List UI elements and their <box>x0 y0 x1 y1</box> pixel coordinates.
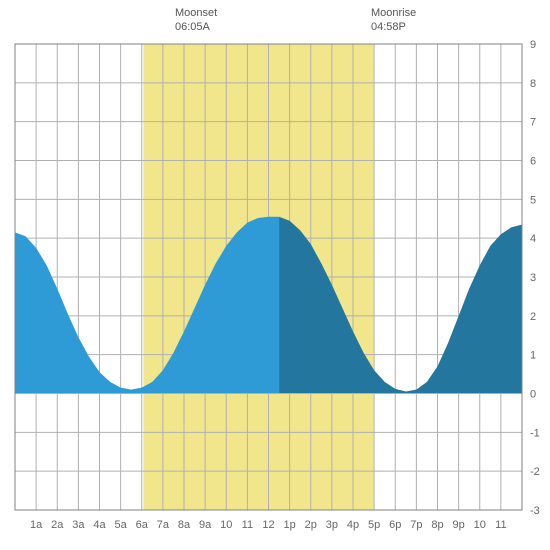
chart-svg: 1a2a3a4a5a6a7a8a9a1011121p2p3p4p5p6p7p8p… <box>0 0 550 550</box>
x-tick-label: 10 <box>474 519 486 531</box>
x-tick-label: 10 <box>220 519 232 531</box>
y-tick-label: 9 <box>530 39 536 51</box>
x-tick-label: 9p <box>453 519 465 531</box>
y-tick-label: 1 <box>530 350 536 362</box>
x-tick-label: 2a <box>51 519 64 531</box>
y-tick-label: -3 <box>530 505 540 517</box>
moon-event-time: 06:05A <box>175 21 211 33</box>
y-tick-label: 6 <box>530 156 536 168</box>
y-tick-label: -1 <box>530 427 540 439</box>
x-tick-label: 8a <box>178 519 191 531</box>
x-tick-label: 4a <box>93 519 106 531</box>
y-tick-label: 4 <box>530 233 536 245</box>
x-tick-label: 6p <box>389 519 401 531</box>
moon-event-time: 04:58P <box>371 21 406 33</box>
x-tick-label: 3p <box>326 519 338 531</box>
x-tick-label: 5p <box>368 519 380 531</box>
moon-event-title: Moonrise <box>371 7 416 19</box>
x-tick-label: 2p <box>305 519 317 531</box>
y-tick-label: 5 <box>530 194 536 206</box>
y-tick-label: 7 <box>530 117 536 129</box>
x-tick-label: 11 <box>242 519 253 531</box>
x-tick-label: 4p <box>347 519 359 531</box>
y-tick-label: 3 <box>530 272 536 284</box>
x-tick-label: 12 <box>262 519 274 531</box>
x-tick-label: 9a <box>199 519 212 531</box>
y-tick-label: -2 <box>530 466 540 478</box>
y-tick-label: 2 <box>530 311 536 323</box>
moon-event-title: Moonset <box>175 7 217 19</box>
y-tick-label: 0 <box>530 389 536 401</box>
tide-chart: 1a2a3a4a5a6a7a8a9a1011121p2p3p4p5p6p7p8p… <box>0 0 550 550</box>
x-tick-label: 1a <box>30 519 43 531</box>
x-tick-label: 3a <box>72 519 85 531</box>
x-tick-label: 7p <box>410 519 422 531</box>
x-tick-label: 7a <box>157 519 170 531</box>
y-tick-label: 8 <box>530 78 536 90</box>
x-tick-label: 6a <box>136 519 149 531</box>
x-tick-label: 1p <box>284 519 296 531</box>
x-tick-label: 11 <box>495 519 506 531</box>
x-tick-label: 5a <box>115 519 128 531</box>
x-tick-label: 8p <box>431 519 443 531</box>
